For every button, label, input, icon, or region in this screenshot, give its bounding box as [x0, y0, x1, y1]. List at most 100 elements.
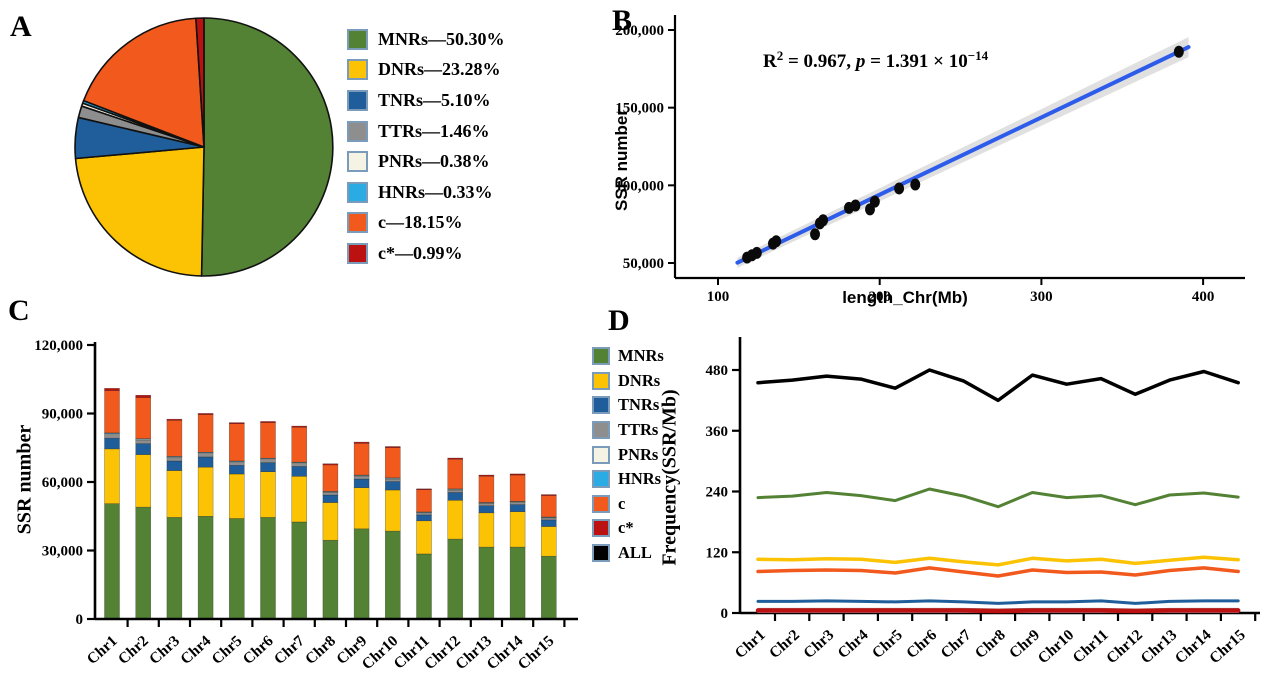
scatter-point	[869, 195, 880, 208]
y-tick-label: 200,000	[615, 23, 664, 39]
legend-label: PNRs—0.38%	[378, 151, 490, 172]
x-category-label: Chr5	[208, 632, 245, 668]
scatter-point	[1173, 45, 1184, 58]
legend-label: c	[618, 493, 626, 513]
legend-label: DNRs	[618, 370, 661, 390]
legend-swatch	[347, 181, 368, 203]
bar-segment-c*	[541, 494, 557, 496]
bar-segment-DNRs	[353, 487, 370, 530]
bar-y-axis-title: SSR number	[13, 424, 36, 535]
y-tick-label: 60,000	[42, 475, 83, 491]
bar-segment-c*	[478, 474, 495, 477]
scatter-point	[850, 199, 861, 212]
bar-segment-TNRs	[104, 437, 120, 450]
pie-legend-item: TTRs—1.46%	[347, 116, 505, 147]
bar-segment-MNRs	[291, 521, 307, 620]
bar-segment-MNRs	[478, 546, 495, 620]
legend-swatch	[347, 242, 368, 264]
scatter-point	[910, 178, 921, 191]
legend-label: TNRs—5.10%	[378, 89, 491, 110]
bar-segment-c*	[197, 413, 214, 415]
x-category-label: Chr15	[1206, 626, 1249, 667]
bar-segment-TNRs	[322, 494, 339, 503]
pie-chart	[74, 17, 334, 277]
bar-segment-DNRs	[509, 511, 526, 548]
pie-legend-item: HNRs—0.33%	[347, 177, 505, 208]
bar-segment-TTRs	[260, 459, 276, 463]
x-category-label: Chr10	[1035, 626, 1078, 667]
bar-segment-c*	[229, 422, 245, 425]
bar-segment-TNRs	[135, 443, 151, 455]
legend-label: MNRs—50.30%	[378, 28, 505, 49]
scatter-chart: 50,000 100,000 150,000 200,000 100 200 300 400 R…	[615, 15, 1245, 305]
bar-segment-MNRs	[541, 555, 557, 620]
bar-segment-c*	[260, 421, 276, 423]
line-legend-item: TTRs	[592, 418, 664, 443]
bar-segment-MNRs	[416, 553, 432, 620]
scatter-point	[771, 235, 782, 248]
x-category-label: Chr10	[359, 632, 402, 673]
bar-segment-DNRs	[478, 512, 495, 548]
y-tick-label: 480	[706, 363, 729, 379]
bar-segment-TTRs	[447, 489, 463, 493]
line-legend-item: DNRs	[592, 369, 664, 394]
pie-slice-c	[82, 17, 205, 148]
bar-segment-TNRs	[197, 456, 214, 468]
line-y-axis-title: Frequency(SSR/Mb)	[658, 389, 681, 566]
x-category-label: Chr13	[1138, 626, 1181, 667]
legend-swatch	[347, 151, 368, 173]
bar-segment-TTRs	[104, 434, 120, 439]
legend-label: TTRs—1.46%	[378, 120, 490, 141]
pie-slice-MNRs	[200, 17, 334, 277]
bar-segment-c	[166, 420, 183, 457]
bar-segment-MNRs	[229, 518, 245, 620]
stacked-bar-chart: 030,00060,00090,000120,000Chr1Chr2Chr3Ch…	[34, 338, 578, 673]
x-category-label: Chr8	[972, 626, 1009, 662]
y-tick-label: 120	[706, 545, 729, 561]
legend-swatch	[592, 494, 610, 513]
bar-segment-MNRs	[260, 517, 276, 620]
line-chart-legend: MNRs DNRs TNRs TTRs PNRs HNRs c c* ALL	[592, 344, 664, 565]
bar-segment-MNRs	[447, 538, 463, 620]
bar-segment-TNRs	[541, 519, 557, 527]
line-series-TNRs	[756, 599, 1240, 605]
x-category-label: Chr3	[800, 626, 837, 662]
pie-legend-item: TNRs—5.10%	[347, 85, 505, 116]
bar-segment-TNRs	[260, 462, 276, 472]
scatter-y-axis-title: SSR number	[612, 108, 631, 212]
x-category-label: Chr11	[1070, 626, 1112, 666]
legend-swatch	[592, 421, 610, 440]
bar-segment-c*	[416, 488, 432, 490]
bar-segment-DNRs	[197, 466, 214, 517]
legend-swatch	[592, 445, 610, 464]
x-category-label: Chr6	[903, 626, 940, 662]
x-category-label: Chr4	[177, 632, 214, 668]
bar-segment-MNRs	[322, 539, 339, 620]
bar-segment-c	[229, 423, 245, 462]
bar-segment-c	[416, 489, 432, 513]
bar-segment-TTRs	[416, 512, 432, 516]
bar-segment-c*	[385, 446, 401, 448]
r2-annotation: R2 = 0.967, p = 1.391 × 10−14	[763, 48, 989, 72]
bar-segment-TTRs	[166, 457, 183, 462]
pie-slice-DNRs	[74, 146, 205, 277]
y-tick-label: 120,000	[34, 338, 83, 354]
pie-legend-item: DNRs—23.28%	[347, 55, 505, 86]
legend-label: c*	[618, 518, 634, 538]
x-category-label: Chr3	[146, 632, 183, 668]
legend-label: c—18.15%	[378, 212, 463, 233]
x-category-label: Chr7	[937, 626, 974, 662]
x-category-label: Chr8	[302, 632, 339, 668]
bar-segment-MNRs	[166, 517, 183, 620]
panel-d-label: D	[608, 304, 630, 337]
bar-segment-c	[135, 397, 151, 439]
bar-segment-TTRs	[353, 476, 370, 480]
x-category-label: Chr2	[766, 626, 803, 662]
x-tick-label: 300	[1030, 289, 1053, 305]
panel-b-label: B	[612, 4, 633, 37]
line-legend-item: c*	[592, 516, 664, 541]
bar-segment-c*	[135, 395, 151, 398]
line-legend-item: c	[592, 492, 664, 517]
legend-swatch	[592, 396, 610, 415]
